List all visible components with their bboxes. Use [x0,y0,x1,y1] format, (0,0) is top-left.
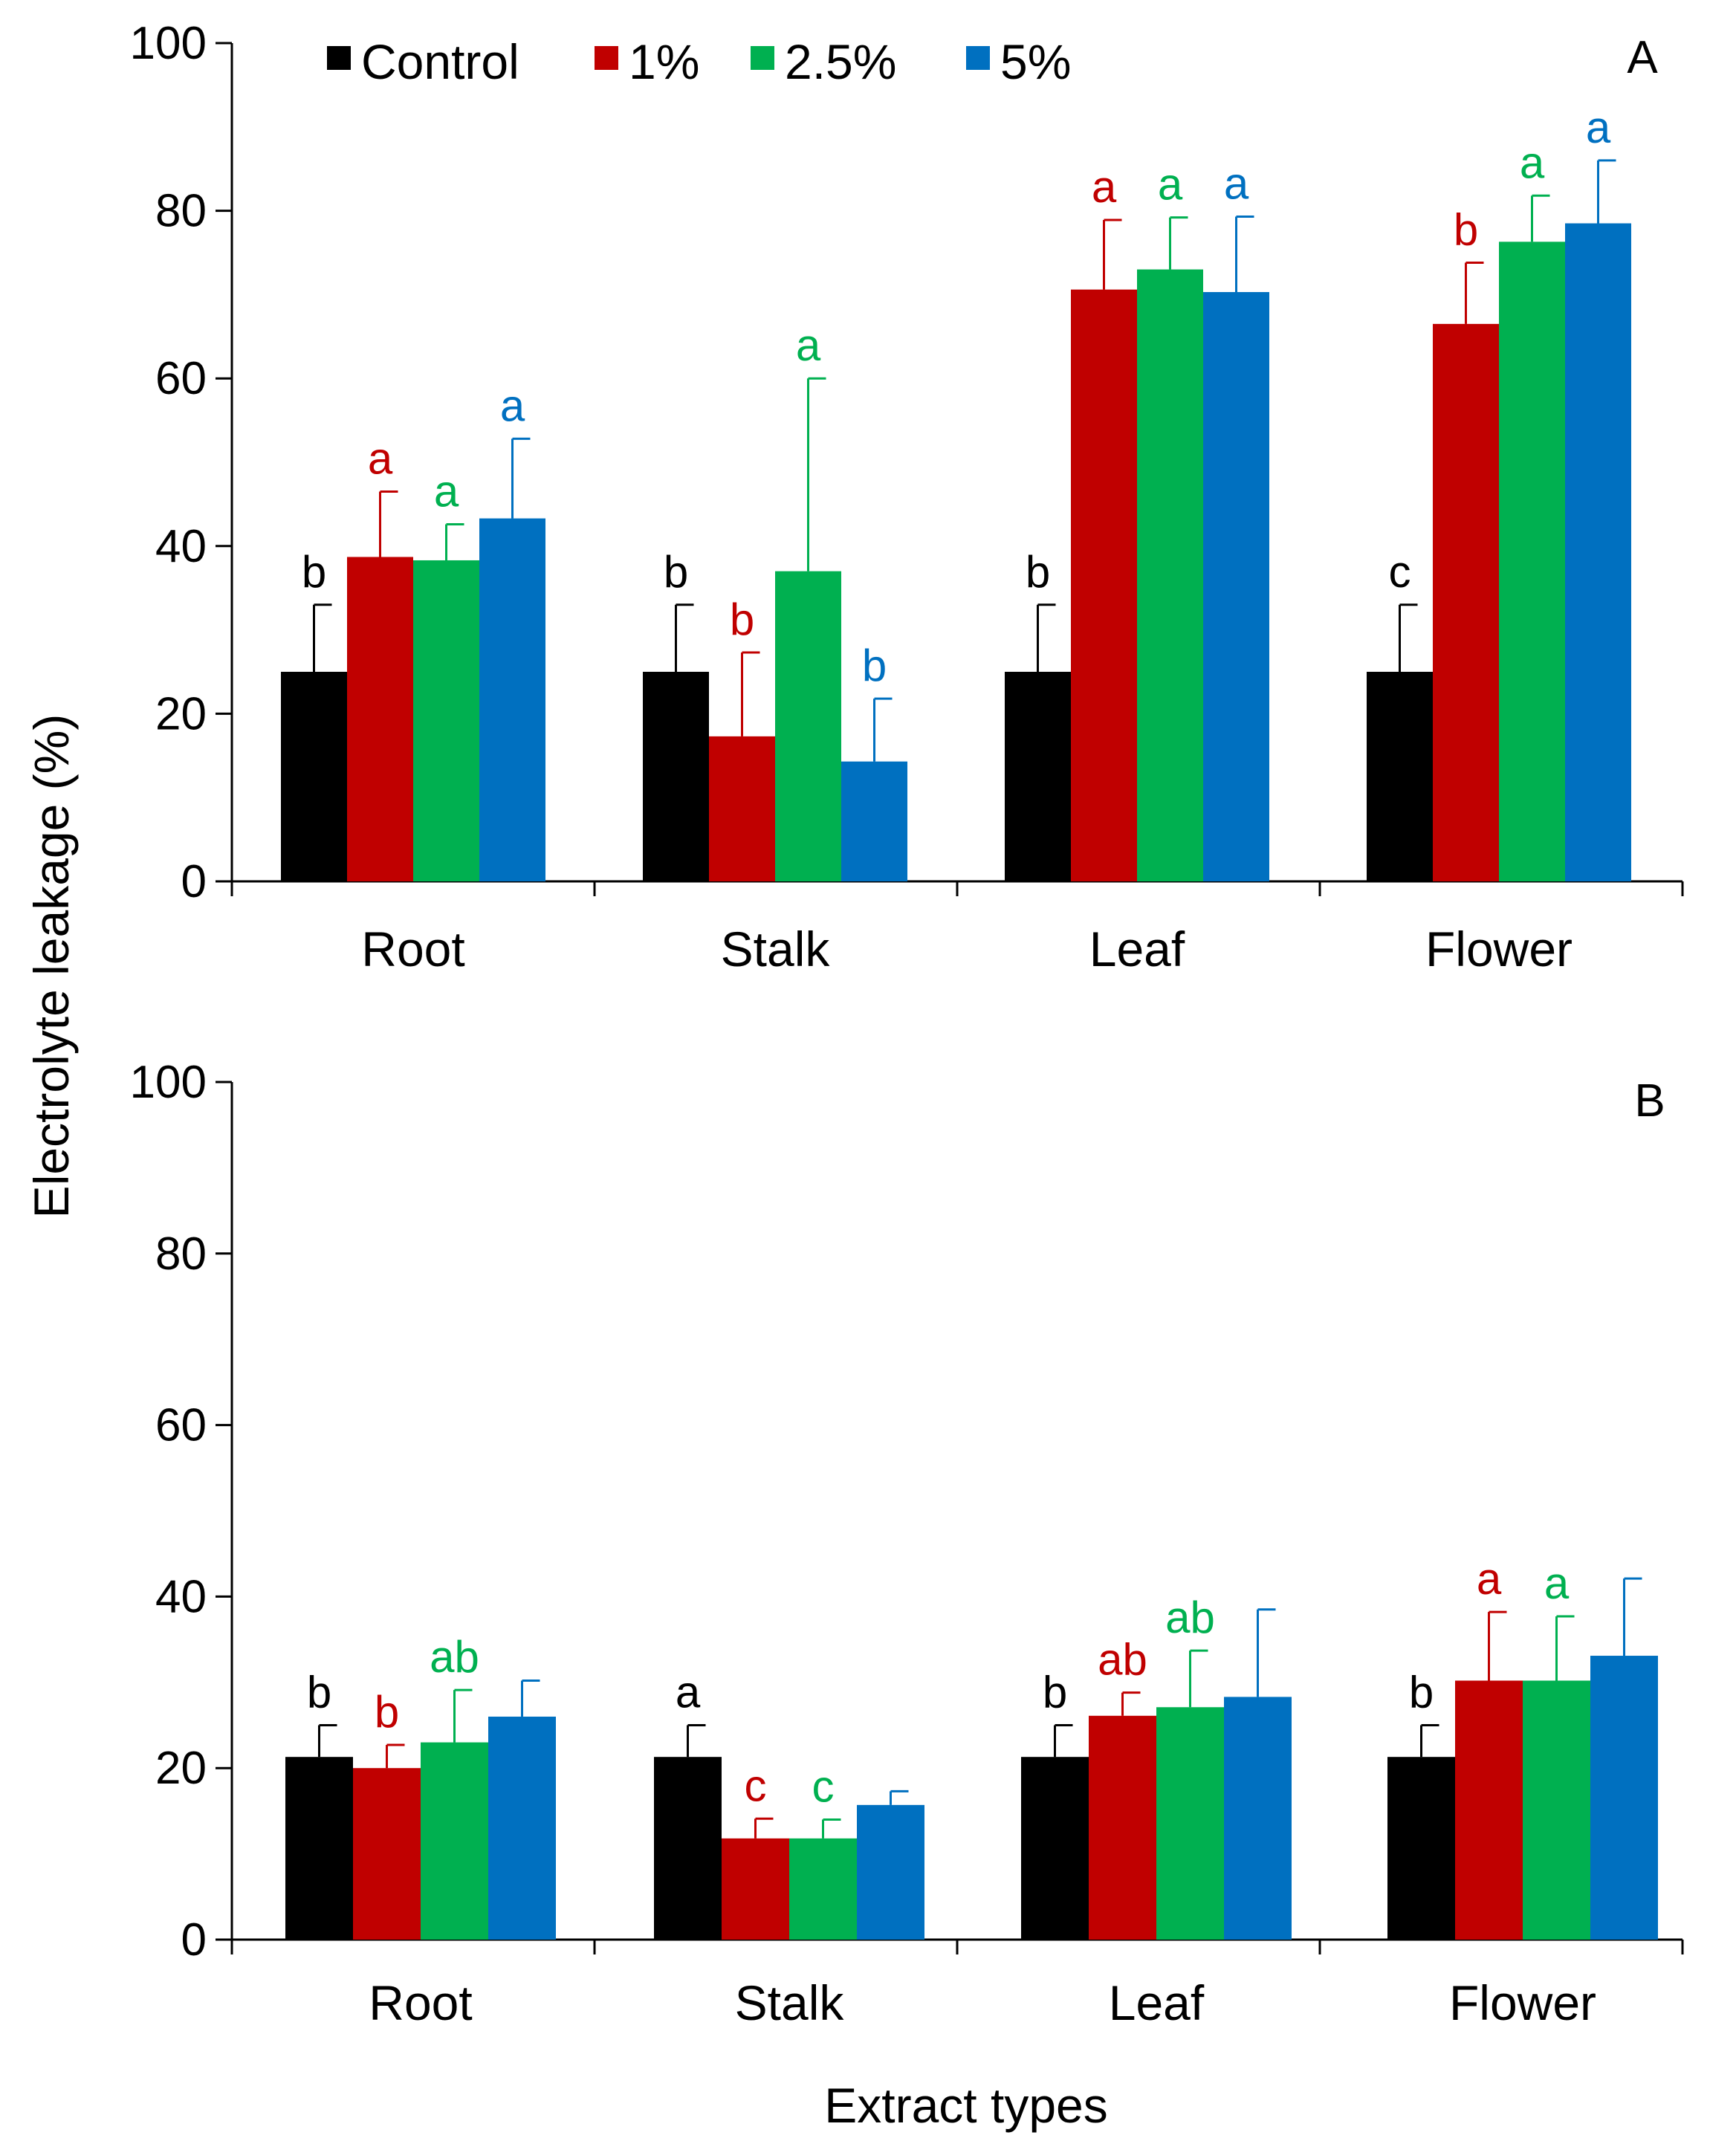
panel-b-bar [1523,1680,1590,1940]
panel-a-significance-letter: b [1454,205,1478,255]
panel-b-significance-letter: c [812,1761,835,1811]
panel-a-significance-letter: b [862,641,887,690]
panel-a-significance-letter: c [1389,547,1411,597]
panel-b-bar [1089,1715,1156,1940]
panel-b-significance-letter: ab [1165,1593,1215,1642]
panel-a-significance-letter: a [368,433,393,483]
panel-a-significance-letter: a [500,380,525,430]
panel-a-bar [1499,242,1565,881]
panel-b-category-label: Leaf [1109,1975,1205,2030]
legend-label: Control [361,34,519,89]
panel-a-significance-letter: b [730,595,754,644]
panel-b-bar [488,1716,556,1940]
panel-b-y-tick-label: 40 [155,1571,207,1622]
legend-swatch [327,46,351,70]
panel-a-bar [1565,223,1631,881]
panel-b-bar [1590,1656,1658,1940]
panel-b-bar [654,1757,722,1940]
panel-a-bar [841,761,907,881]
panel-b-bar [1224,1697,1292,1940]
panel-a-significance-letter: b [302,547,326,597]
panel-a-y-tick-label: 80 [155,186,207,237]
panel-b-bar [1455,1680,1523,1940]
panel-b-significance-letter: a [1477,1554,1502,1604]
panel-a-bar [1367,672,1433,881]
panel-b-bar [353,1768,421,1940]
panel-b-category-label: Root [369,1975,472,2030]
panel-b-bar [857,1804,924,1940]
legend-swatch [751,46,774,70]
panel-a-y-tick-label: 100 [130,18,207,69]
panel-a-category-label: Flower [1425,921,1573,976]
panel-a-category-label: Root [361,921,464,976]
panel-b-significance-letter: ab [430,1632,479,1682]
panel-a-bar [775,571,841,881]
panel-b-bar [1387,1757,1455,1940]
legend-swatch [966,46,990,70]
panel-b-y-tick-label: 0 [181,1914,207,1966]
panel-a-bar [281,672,347,881]
panel-a-significance-letter: b [1026,547,1050,597]
panel-a-y-tick-label: 60 [155,353,207,404]
panel-label-a: A [1627,32,1658,83]
panel-a-bar [1137,269,1203,881]
panel-a-bar [1203,292,1269,881]
panel-a-bar [347,557,413,881]
x-axis-title: Extract types [824,2078,1107,2133]
panel-b-bar [285,1757,353,1940]
panel-b-y-tick-label: 100 [130,1057,207,1108]
panel-b-bar [1156,1707,1224,1940]
panel-a-significance-letter: a [1224,158,1249,208]
panel-a-y-tick-label: 0 [181,856,207,907]
panel-a-bar [643,672,709,881]
panel-b-y-tick-label: 60 [155,1400,207,1451]
legend-label: 2.5% [785,34,896,89]
panel-b-significance-letter: b [1409,1668,1434,1717]
panel-a-bar [709,736,775,881]
panel-label-b: B [1634,1075,1665,1127]
panel-a-significance-letter: b [664,547,688,597]
panel-a-significance-letter: a [1586,103,1611,152]
panel-b-significance-letter: b [1043,1668,1067,1717]
panel-b-significance-letter: c [745,1761,767,1810]
legend-label: 5% [1000,34,1071,89]
panel-b-bar [722,1838,789,1940]
panel-a-category-label: Leaf [1089,921,1185,976]
panel-a-y-tick-label: 40 [155,521,207,572]
panel-b-significance-letter: a [676,1668,701,1717]
panel-b-y-tick-label: 20 [155,1743,207,1794]
y-axis-title: Electrolyte leakage (%) [24,714,79,1219]
panel-a-significance-letter: a [796,320,821,370]
panel-a-category-label: Stalk [721,921,831,976]
panel-b-bar [1021,1757,1089,1940]
legend-swatch [595,46,618,70]
panel-b-y-tick-label: 80 [155,1228,207,1280]
panel-a-significance-letter: a [1158,160,1183,210]
panel-a-bar [1433,323,1499,881]
panel-b-significance-letter: ab [1098,1635,1147,1685]
panel-b-significance-letter: a [1544,1558,1570,1608]
panel-b-significance-letter: b [375,1687,399,1737]
panel-a-significance-letter: a [434,466,459,516]
panel-a-bar [479,518,545,881]
panel-a-significance-letter: a [1092,162,1117,212]
panel-b-significance-letter: b [307,1668,331,1717]
panel-b-category-label: Flower [1449,1975,1596,2030]
panel-a-bar [1071,289,1137,882]
panel-a-y-tick-label: 20 [155,688,207,739]
legend-label: 1% [629,34,699,89]
panel-b-bar [789,1838,857,1940]
panel-a-significance-letter: a [1520,137,1545,187]
panel-b-category-label: Stalk [735,1975,845,2030]
panel-a-bar [1005,672,1071,881]
panel-b-bar [421,1742,488,1940]
panel-a-bar [413,560,479,881]
